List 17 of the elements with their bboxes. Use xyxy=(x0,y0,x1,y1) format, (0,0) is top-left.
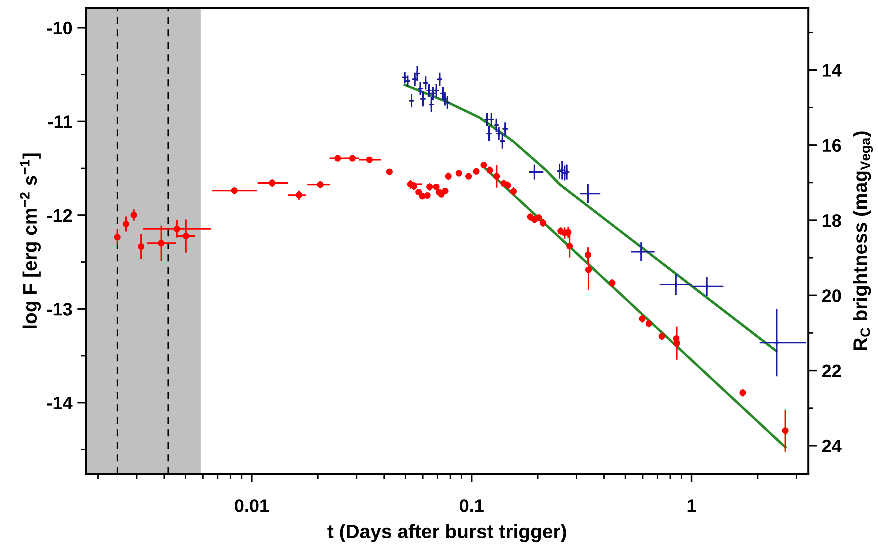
y2-tick-label: 20 xyxy=(822,290,842,302)
x-tick-label: 0.1 xyxy=(460,500,484,512)
y-tick-label: -14 xyxy=(47,396,73,410)
y-tick-label: -10 xyxy=(47,22,72,35)
y2-tick-label: 18 xyxy=(822,214,842,228)
y2-tick-label: 16 xyxy=(822,139,842,152)
y-tick-label: -13 xyxy=(47,303,72,316)
x-axis-title: t (Days after burst trigger) xyxy=(328,524,566,542)
y2-tick-label: 24 xyxy=(822,440,842,452)
y2-tick-label: 14 xyxy=(822,64,842,77)
y2-axis-title: R$_{C}$ brightness (mag$_{Vega}$) xyxy=(853,132,874,350)
y2-tick-label: 22 xyxy=(822,364,842,378)
x-tick-label: 1 xyxy=(688,500,696,512)
x-tick-label: 0.01 xyxy=(235,500,270,512)
y-tick-label: -12 xyxy=(47,209,72,222)
y-axis-title: log F [erg cm$^{−2}$ s$^{−1}$] xyxy=(20,154,42,328)
y-tick-label: -11 xyxy=(48,116,72,128)
